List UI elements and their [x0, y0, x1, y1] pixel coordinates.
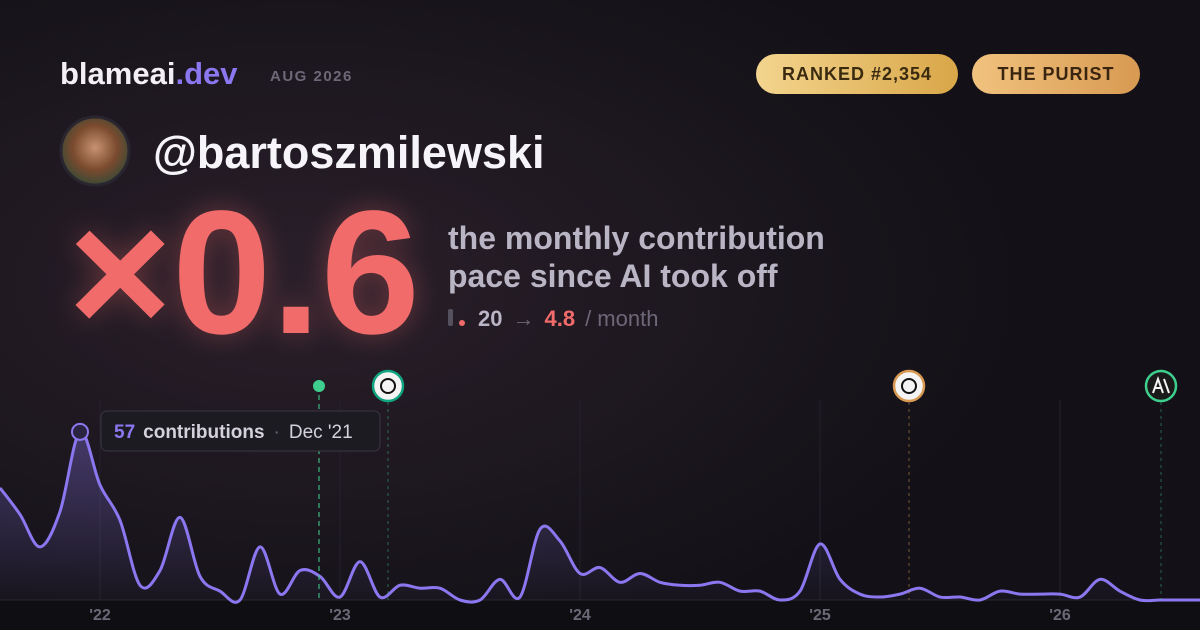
rank-badge [756, 54, 958, 94]
x-tick-label: '25 [809, 607, 831, 624]
anthropic-icon [1152, 376, 1170, 394]
line [0, 430, 1200, 604]
peak-marker [71, 422, 89, 441]
tooltip-text: 57 contributions · Dec '21 [114, 422, 353, 443]
tooltip-value: 57 [114, 422, 135, 443]
avatar [59, 115, 131, 187]
pace-icon [448, 309, 453, 326]
brand-name: blameai [60, 56, 175, 91]
arrow: → [512, 306, 534, 331]
caption: pace since AI took off [448, 258, 778, 294]
caption: the monthly contribution [448, 220, 825, 256]
multiplier: ×0.6 [68, 175, 420, 371]
after: 4.8 [544, 306, 575, 331]
title-text: THE PURIST [997, 64, 1114, 84]
x-tick-label: '26 [1049, 607, 1071, 624]
axis-band [0, 600, 1200, 630]
rank-text: RANKED #2,354 [782, 64, 932, 84]
unit: / month [585, 306, 658, 331]
tooltip-label: contributions [143, 422, 264, 443]
event-dot [313, 380, 325, 392]
tooltip-date: Dec '21 [289, 422, 353, 443]
plot: '22 '23 '24 '25 '26 [0, 400, 1200, 630]
pace: 20 → 4.8 / month [478, 306, 658, 331]
multiplier-glow: ×0.6 [68, 175, 420, 371]
period: AUG 2026 [270, 68, 353, 85]
title-badge [972, 54, 1140, 94]
openai-icon [892, 369, 926, 403]
x-tick-label: '23 [329, 607, 351, 624]
openai-icon [901, 378, 917, 394]
openai-icon [371, 369, 405, 403]
tooltip-sep: · [274, 422, 280, 443]
handle: @bartoszmilewski [153, 127, 545, 178]
openai-icon [380, 378, 396, 394]
pace-icon [459, 320, 465, 326]
before: 20 [478, 306, 502, 331]
brand-tld: .dev [175, 56, 238, 91]
x-tick-label: '22 [89, 607, 111, 624]
tooltip [100, 410, 381, 452]
x-tick-label: '24 [569, 607, 591, 624]
brand: blameai.dev [60, 56, 238, 91]
